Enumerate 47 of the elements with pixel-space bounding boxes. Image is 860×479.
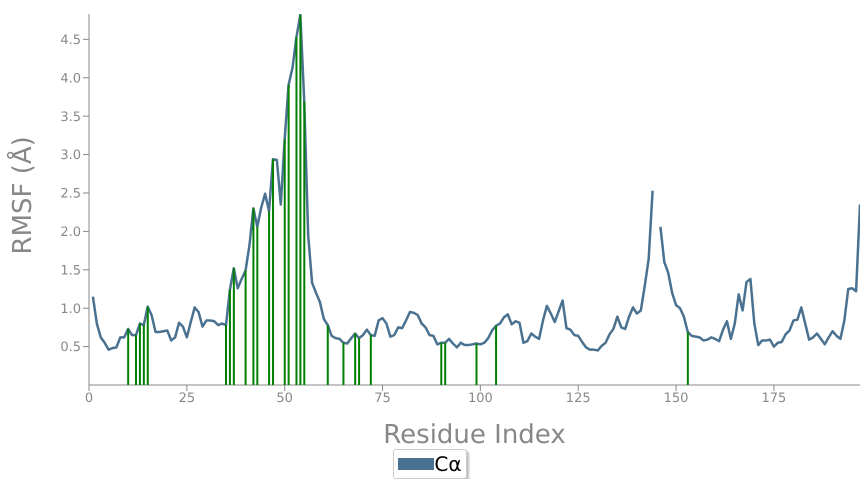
y-tick-label: 4.5	[60, 32, 81, 48]
bar	[299, 14, 302, 385]
x-tick-label: 150	[664, 391, 688, 406]
x-tick-label: 75	[374, 391, 391, 406]
bar	[225, 325, 228, 385]
bar	[138, 324, 141, 385]
x-tick-label: 100	[468, 391, 493, 406]
bar	[358, 338, 360, 385]
y-tick-label: 1.5	[60, 263, 81, 278]
bar	[228, 290, 231, 385]
x-tick-label: 175	[761, 391, 786, 406]
bar	[444, 342, 446, 385]
bar	[370, 335, 372, 385]
y-tick-label: 3.5	[60, 110, 81, 125]
bar	[686, 332, 689, 385]
y-axis-title: RMSF (Å)	[6, 136, 38, 254]
bar	[135, 335, 138, 385]
bar	[232, 268, 235, 385]
bar	[326, 325, 329, 385]
y-tick-label: 0.5	[60, 340, 81, 356]
y-tick-label: 1.0	[60, 302, 81, 317]
y-tick-label: 2.0	[60, 224, 81, 240]
x-tick-label: 0	[84, 391, 94, 406]
bar	[476, 344, 478, 385]
y-tick-label: 4.0	[60, 71, 81, 86]
x-tick-label: 50	[276, 391, 293, 406]
x-axis-title: Residue Index	[383, 420, 566, 450]
x-tick-label: 25	[178, 391, 196, 406]
x-tick-label: 125	[566, 391, 591, 406]
bar	[495, 326, 498, 385]
bar	[146, 306, 149, 385]
bar	[256, 226, 258, 385]
bar	[440, 342, 442, 385]
bar	[342, 342, 344, 385]
bar	[252, 208, 254, 385]
bar	[244, 270, 247, 385]
bar	[303, 102, 306, 385]
bar	[284, 139, 286, 385]
y-tick-label: 3.0	[60, 148, 81, 164]
bar	[288, 84, 290, 385]
bar	[354, 334, 356, 385]
bar	[127, 328, 130, 385]
bar	[268, 211, 270, 385]
legend-label: Cα	[434, 452, 462, 476]
bar	[295, 37, 298, 385]
bar	[272, 159, 274, 385]
y-tick-label: 2.5	[60, 186, 81, 202]
